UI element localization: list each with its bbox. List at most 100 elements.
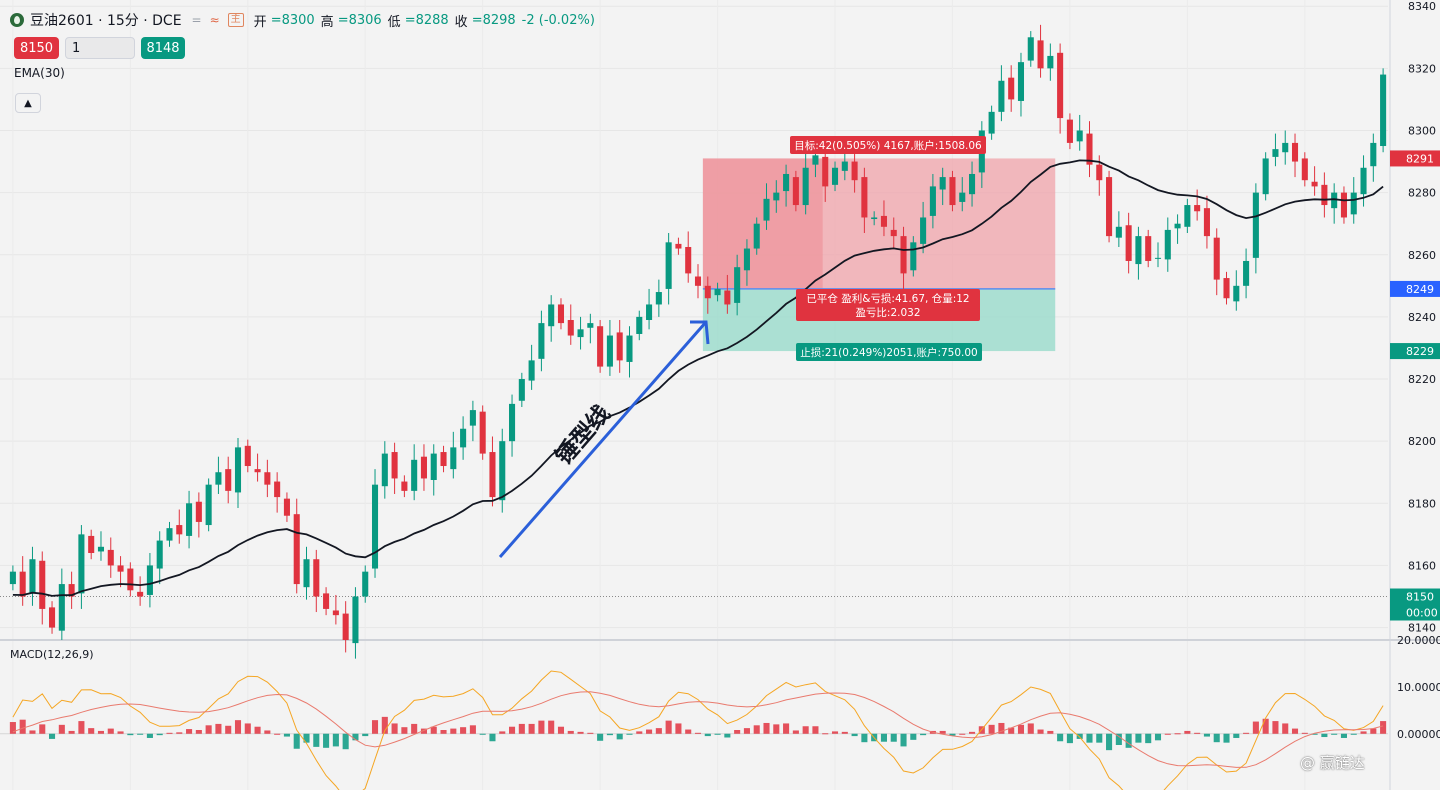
long-position-tool[interactable] (702, 158, 1056, 352)
candle (1115, 211, 1122, 247)
candle (528, 344, 535, 390)
macd-bar (567, 730, 574, 734)
macd-bar (1145, 733, 1152, 744)
candle-body (49, 607, 56, 628)
macd-bar (156, 733, 163, 736)
candle-body (1154, 257, 1162, 259)
candle-body (812, 155, 819, 165)
equal-icon[interactable]: = (191, 13, 202, 27)
candle (704, 276, 711, 314)
candle (371, 469, 379, 578)
main-contract-icon[interactable]: 主 (227, 13, 244, 27)
candle-body (234, 447, 242, 493)
watermark: @ 赢链达 (1300, 754, 1365, 772)
candle-body (352, 596, 359, 644)
candle (518, 372, 525, 407)
candle (1145, 229, 1152, 268)
candle-body (303, 559, 310, 588)
candle-body (831, 167, 839, 185)
macd-bar (538, 720, 545, 734)
macd-tick-label: 20.00000 (1397, 634, 1440, 647)
buy-button[interactable]: 8148 (141, 37, 185, 59)
candle-body (1057, 52, 1064, 119)
candle (499, 428, 506, 513)
chevron-up-icon[interactable]: ▲ (15, 93, 41, 113)
candle (29, 546, 36, 606)
candle-body (606, 335, 613, 367)
macd-bar (675, 723, 682, 734)
candle-body (39, 560, 46, 609)
candle (1037, 24, 1044, 78)
candle-body (1106, 177, 1113, 237)
candle-body (117, 565, 124, 572)
candle (939, 167, 946, 206)
macd-bar (176, 732, 183, 734)
macd-bar (969, 731, 976, 734)
candle (988, 105, 995, 140)
candle (166, 521, 173, 547)
candle-body (548, 304, 555, 327)
tilde-icon[interactable]: ≈ (209, 13, 220, 27)
candle (920, 201, 927, 254)
candle (734, 254, 741, 316)
macd-bar (920, 733, 927, 736)
macd-bar (1213, 733, 1220, 743)
macd-bar (1340, 733, 1347, 738)
candle (724, 274, 731, 314)
macd-bar (303, 733, 310, 743)
candle (303, 546, 310, 600)
macd-indicator-label[interactable]: MACD(12,26,9) (10, 648, 94, 661)
candle (1164, 217, 1171, 272)
macd-bar (1321, 733, 1328, 738)
candle (1282, 130, 1289, 165)
candle-body (920, 217, 927, 244)
macd-bar (890, 733, 897, 742)
candle-body (685, 246, 692, 274)
candle (1076, 114, 1083, 151)
macd-bar (215, 723, 222, 734)
y-tick-label: 8220 (1408, 373, 1436, 386)
macd-bar (1282, 723, 1289, 734)
macd-bar (783, 723, 790, 734)
macd-bar (1057, 733, 1064, 742)
macd-bar (1262, 718, 1269, 734)
macd-bar (391, 723, 398, 734)
candle (685, 231, 692, 283)
candle (773, 180, 780, 213)
macd-bar (68, 730, 75, 734)
candle-body (401, 481, 408, 491)
candle (871, 211, 878, 226)
macd-bar (234, 720, 242, 734)
candle-body (323, 593, 330, 609)
candle (1262, 152, 1269, 201)
candle (1066, 113, 1073, 150)
candle (293, 498, 300, 594)
macd-bar (371, 720, 379, 734)
macd-bar (166, 732, 173, 734)
candle (186, 490, 193, 549)
macd-bar (812, 726, 819, 734)
candle (352, 587, 359, 659)
macd-bar (244, 723, 251, 734)
macd-bar (548, 720, 555, 734)
candle (78, 525, 85, 609)
macd-bar (949, 733, 956, 736)
candle (127, 562, 134, 597)
candle (9, 565, 16, 591)
symbol-title[interactable]: 豆油2601 · 15分 · DCE (30, 13, 182, 29)
quantity-input[interactable] (65, 37, 135, 59)
sell-button[interactable]: 8150 (14, 37, 59, 59)
closed-pnl-label-text: 已平仓 盈利&亏损:41.67, 仓量:12 (806, 292, 969, 305)
candle (411, 444, 418, 501)
quick-trade-panel: 8150 8148 (14, 37, 185, 59)
candle-body (714, 288, 721, 296)
candle-body (391, 452, 398, 479)
candle (567, 304, 574, 345)
price-axis[interactable]: 8140 8160 8180 8200 8220 8240 8260 8280 8300 8320… (1390, 0, 1440, 741)
annotation-arrow (498, 321, 708, 558)
candle (1272, 133, 1279, 167)
macd-bar (293, 733, 300, 749)
candle (1027, 31, 1034, 67)
ema-indicator-label[interactable]: EMA(30) (14, 66, 65, 80)
